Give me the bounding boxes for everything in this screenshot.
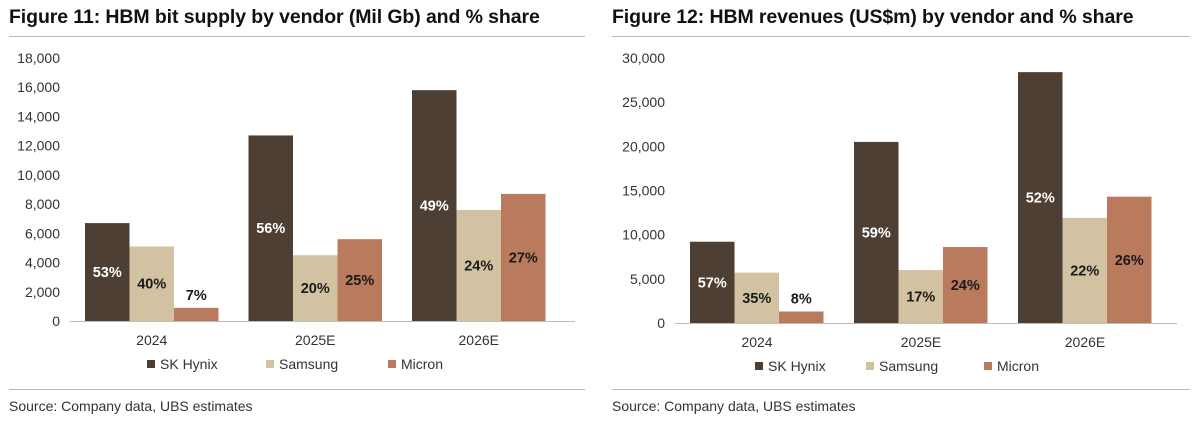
figure-12-bar-micron-2024: [779, 311, 824, 323]
figure-11-bar-micron-2024: [174, 307, 219, 321]
figure-11-bar-samsung-2024: [129, 246, 174, 321]
figure-11-bar-micron-2026e: [501, 193, 546, 321]
figure-11-ytick-label: 18,000: [17, 50, 60, 66]
figure-12-legend-swatch-micron: [984, 362, 992, 370]
figure-12-bar-sk-hynix-2024: [690, 241, 735, 323]
figure-12-data-label: 35%: [742, 291, 771, 307]
figure-12-data-label: 22%: [1070, 263, 1099, 279]
figure-12-legend-swatch-sk-hynix: [755, 362, 763, 370]
figure-12-data-label: 52%: [1026, 191, 1055, 207]
figure-11-data-label: 27%: [509, 250, 538, 266]
figure-11-data-label: 20%: [301, 281, 330, 297]
figure-11-bar-micron-2025e: [337, 239, 382, 321]
figure-11-ytick-label: 6,000: [25, 225, 60, 241]
figure-12-ytick-label: 10,000: [622, 227, 665, 243]
figure-12-data-label: 24%: [951, 278, 980, 294]
figure-12-bar-samsung-2026e: [1062, 217, 1107, 323]
figure-11-legend-label-micron: Micron: [401, 356, 443, 372]
figure-11-xtick-label: 2025E: [295, 332, 335, 348]
figure-11-ytick-label: 16,000: [17, 79, 60, 95]
figure-11-legend-swatch-samsung: [266, 360, 274, 368]
figure-11-ytick-label: 0: [52, 313, 60, 329]
figure-12-data-label: 57%: [698, 275, 727, 291]
figure-11-data-label: 40%: [137, 277, 166, 293]
figure-12-legend-label-sk-hynix: SK Hynix: [768, 358, 826, 374]
figure-12-legend-label-micron: Micron: [997, 358, 1039, 374]
figure-12-ytick-label: 0: [657, 315, 665, 331]
figure-12-bottom-rule: [612, 389, 1190, 390]
figure-11-bar-sk-hynix-2024: [85, 223, 130, 321]
figure-12-top-rule: [612, 36, 1190, 37]
figure-12-ytick-label: 30,000: [622, 50, 665, 66]
figure-12-source: Source: Company data, UBS estimates: [612, 398, 856, 414]
figure-12-data-label: 26%: [1115, 253, 1144, 269]
figure-11-ytick-label: 8,000: [25, 196, 60, 212]
figure-12-data-label: 17%: [906, 290, 935, 306]
figure-12-title: Figure 12: HBM revenues (US$m) by vendor…: [612, 6, 1134, 28]
figure-11-xtick-label: 2024: [136, 332, 167, 348]
figure-11-data-label: 24%: [464, 258, 493, 274]
figure-12-data-label: 8%: [791, 292, 812, 308]
figure-11-legend-label-sk-hynix: SK Hynix: [160, 356, 218, 372]
figure-12-ytick-label: 5,000: [630, 271, 665, 287]
figure-11-data-label: 7%: [186, 288, 207, 304]
figure-12-ytick-label: 15,000: [622, 183, 665, 199]
figure-12-ytick-label: 25,000: [622, 94, 665, 110]
figure-11-bar-samsung-2025e: [293, 255, 338, 321]
figure-11-data-label: 56%: [256, 221, 285, 237]
figure-12-xtick-label: 2024: [741, 334, 772, 350]
figure-12-xtick-label: 2026E: [1065, 334, 1105, 350]
figure-12-xtick-label: 2025E: [901, 334, 941, 350]
figure-11-source: Source: Company data, UBS estimates: [9, 398, 253, 414]
figure-11-data-label: 25%: [345, 273, 374, 289]
figure-12-bar-samsung-2025e: [898, 270, 943, 323]
figure-12-bar-sk-hynix-2026e: [1018, 72, 1063, 323]
figure-11-ytick-label: 10,000: [17, 167, 60, 183]
figure-12-chart: 0 5,000 10,000 15,000 20,000 25,000 30,000 57% 3…: [622, 50, 1177, 374]
figure-11-legend-swatch-sk-hynix: [147, 360, 155, 368]
figure-11-ytick-label: 2,000: [25, 284, 60, 300]
figure-11-legend-swatch-micron: [388, 360, 396, 368]
figure-11-data-label: 49%: [420, 199, 449, 215]
figure-11-bar-sk-hynix-2026e: [412, 90, 457, 321]
figure-11-legend-label-samsung: Samsung: [279, 356, 338, 372]
figure-11-bar-samsung-2026e: [456, 209, 501, 321]
figure-11-top-rule: [9, 36, 585, 37]
figure-11-title: Figure 11: HBM bit supply by vendor (Mil…: [9, 6, 540, 28]
figure-12-legend-label-samsung: Samsung: [879, 358, 938, 374]
figure-12-bar-micron-2026e: [1107, 196, 1152, 323]
figure-11-ytick-label: 14,000: [17, 108, 60, 124]
figure-12-legend-swatch-samsung: [866, 362, 874, 370]
figure-11-bar-sk-hynix-2025e: [248, 135, 293, 321]
figure-11-bottom-rule: [9, 389, 585, 390]
figure-11-xtick-label: 2026E: [459, 332, 499, 348]
figure-12-bar-micron-2025e: [943, 247, 988, 323]
figure-12-data-label: 59%: [862, 225, 891, 241]
figure-12-ytick-label: 20,000: [622, 138, 665, 154]
figure-12-bar-samsung-2024: [734, 272, 779, 323]
figure-11-ytick-label: 12,000: [17, 138, 60, 154]
figure-11-chart: 0 2,000 4,000 6,000 8,000 10,000 12,000 14,000 1…: [17, 50, 575, 372]
figure-11-data-label: 53%: [93, 265, 122, 281]
figure-12-bar-sk-hynix-2025e: [854, 141, 899, 323]
figure-11-ytick-label: 4,000: [25, 255, 60, 271]
